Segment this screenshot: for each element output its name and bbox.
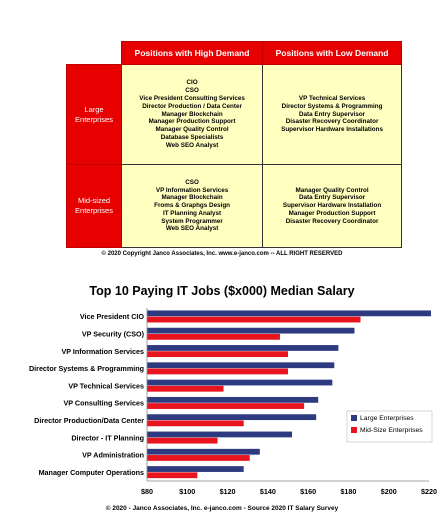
matrix-job-title: CSO — [185, 87, 199, 95]
bar-mid-enterprises — [147, 403, 305, 409]
matrix-job-title: Disaster Recovery Coordinator — [285, 118, 379, 126]
x-tick-label: $140 — [260, 487, 276, 496]
legend-swatch — [351, 427, 357, 433]
matrix-job-title: CSO — [185, 178, 199, 186]
x-tick-label: $220 — [421, 487, 437, 496]
bar-large-enterprises — [147, 431, 293, 438]
matrix-job-title: Supervisor Hardware Installations — [281, 126, 383, 134]
chart-copyright: © 2020 - Janco Associates, Inc. e-janco.… — [105, 505, 339, 512]
row-label-large: Large Enterprises — [66, 64, 122, 165]
bar-large-enterprises — [147, 379, 333, 386]
x-tick-label: $200 — [381, 487, 397, 496]
category-label: Director Systems & Programming — [29, 364, 144, 373]
matrix-job-title: Manager Production Support — [148, 118, 236, 126]
bar-large-enterprises — [147, 327, 355, 334]
bar-mid-enterprises — [147, 351, 288, 358]
bar-mid-enterprises — [147, 316, 361, 323]
matrix-job-title: Froms & Graphgs Design — [154, 202, 231, 210]
matrix-job-title: VP Information Services — [155, 186, 229, 194]
cell-mid-high: CSO VP Information Services Manager Blockc… — [120, 164, 264, 248]
matrix-job-title: Data Entry Supervisor — [298, 194, 366, 202]
category-label: VP Administration — [82, 451, 144, 460]
category-label: VP Information Services — [61, 347, 144, 356]
cell-mid-low: Manager Quality Control Data Entry Superv… — [262, 164, 402, 248]
bar-mid-enterprises — [147, 455, 250, 461]
matrix-job-title: System Programmer — [161, 217, 223, 225]
bar-large-enterprises — [147, 362, 335, 369]
matrix-job-title: Database Specialists — [160, 133, 224, 141]
legend-box — [346, 410, 433, 443]
matrix-job-title: VP Technical Services — [298, 95, 366, 102]
x-tick-label: $180 — [340, 487, 356, 496]
category-label: Director Production/Data Center — [34, 416, 144, 425]
matrix-job-title: Manager Quality Control — [295, 186, 369, 194]
matrix-job-title: Web SEO Analyst — [165, 225, 219, 233]
header-high-demand: Positions with High Demand — [120, 41, 264, 65]
cell-large-high: CIO CSO Vice President Consulting Services… — [120, 64, 264, 165]
bar-large-enterprises — [147, 345, 339, 351]
chart-title: Top 10 Paying IT Jobs ($x000) Median Sal… — [89, 284, 355, 298]
matrix-job-title: Manager Production Support — [288, 209, 376, 217]
bar-large-enterprises — [147, 466, 244, 472]
category-label: Director - IT Planning — [71, 433, 144, 442]
x-tick-label: $80 — [141, 487, 153, 496]
category-label: Vice President CIO — [80, 312, 145, 321]
matrix-job-title: Director Systems & Programming — [281, 102, 383, 110]
bar-mid-enterprises — [147, 437, 218, 444]
matrix-job-title: CIO — [186, 79, 198, 87]
matrix-job-title: Manager Blockchain — [161, 110, 223, 118]
bar-mid-enterprises — [147, 385, 224, 392]
bar-mid-enterprises — [147, 333, 280, 340]
bar-mid-enterprises — [147, 368, 288, 375]
bar-mid-enterprises — [147, 472, 198, 479]
bar-mid-enterprises — [147, 420, 244, 427]
matrix-job-title: Data Entry Supervisor — [298, 110, 366, 118]
category-label: VP Consulting Services — [63, 399, 144, 408]
matrix-job-title: Disaster Recovery Coordinator — [285, 217, 379, 225]
bar-large-enterprises — [147, 448, 260, 455]
matrix-job-title: Web SEO Analyst — [165, 141, 219, 149]
category-label: VP Technical Services — [68, 381, 144, 390]
legend-label: Mid-Size Enterprises — [360, 427, 423, 434]
legend-swatch — [351, 415, 357, 421]
matrix-job-title: Manager Blockchain — [161, 194, 223, 202]
bar-large-enterprises — [147, 310, 432, 317]
x-tick-label: $100 — [179, 487, 195, 496]
row-label-mid: Mid-sized Enterprises — [66, 164, 122, 248]
bar-large-enterprises — [147, 396, 319, 403]
category-label: Manager Computer Operations — [39, 468, 144, 477]
category-label: VP Security (CSO) — [82, 329, 145, 338]
x-tick-label: $160 — [300, 487, 316, 496]
legend-label: Large Enterprises — [360, 415, 414, 422]
header-low-demand: Positions with Low Demand — [262, 41, 402, 65]
matrix-job-title: Manager Quality Control — [155, 126, 229, 134]
bar-large-enterprises — [147, 414, 317, 421]
matrix-job-title: IT Planning Analyst — [162, 209, 222, 217]
cell-large-low: VP Technical Services Director Systems & … — [262, 64, 402, 165]
matrix-copyright: © 2020 Copyright Janco Associates, Inc. … — [101, 251, 343, 257]
matrix-job-title: Supervisor Hardware Installation — [282, 202, 382, 210]
matrix-job-title: Vice President Consulting Services — [139, 95, 245, 102]
x-tick-label: $120 — [220, 487, 236, 496]
demand-matrix: Positions with High Demand Positions wit… — [66, 41, 402, 248]
matrix-job-title: Director Production / Data Center — [142, 102, 242, 110]
